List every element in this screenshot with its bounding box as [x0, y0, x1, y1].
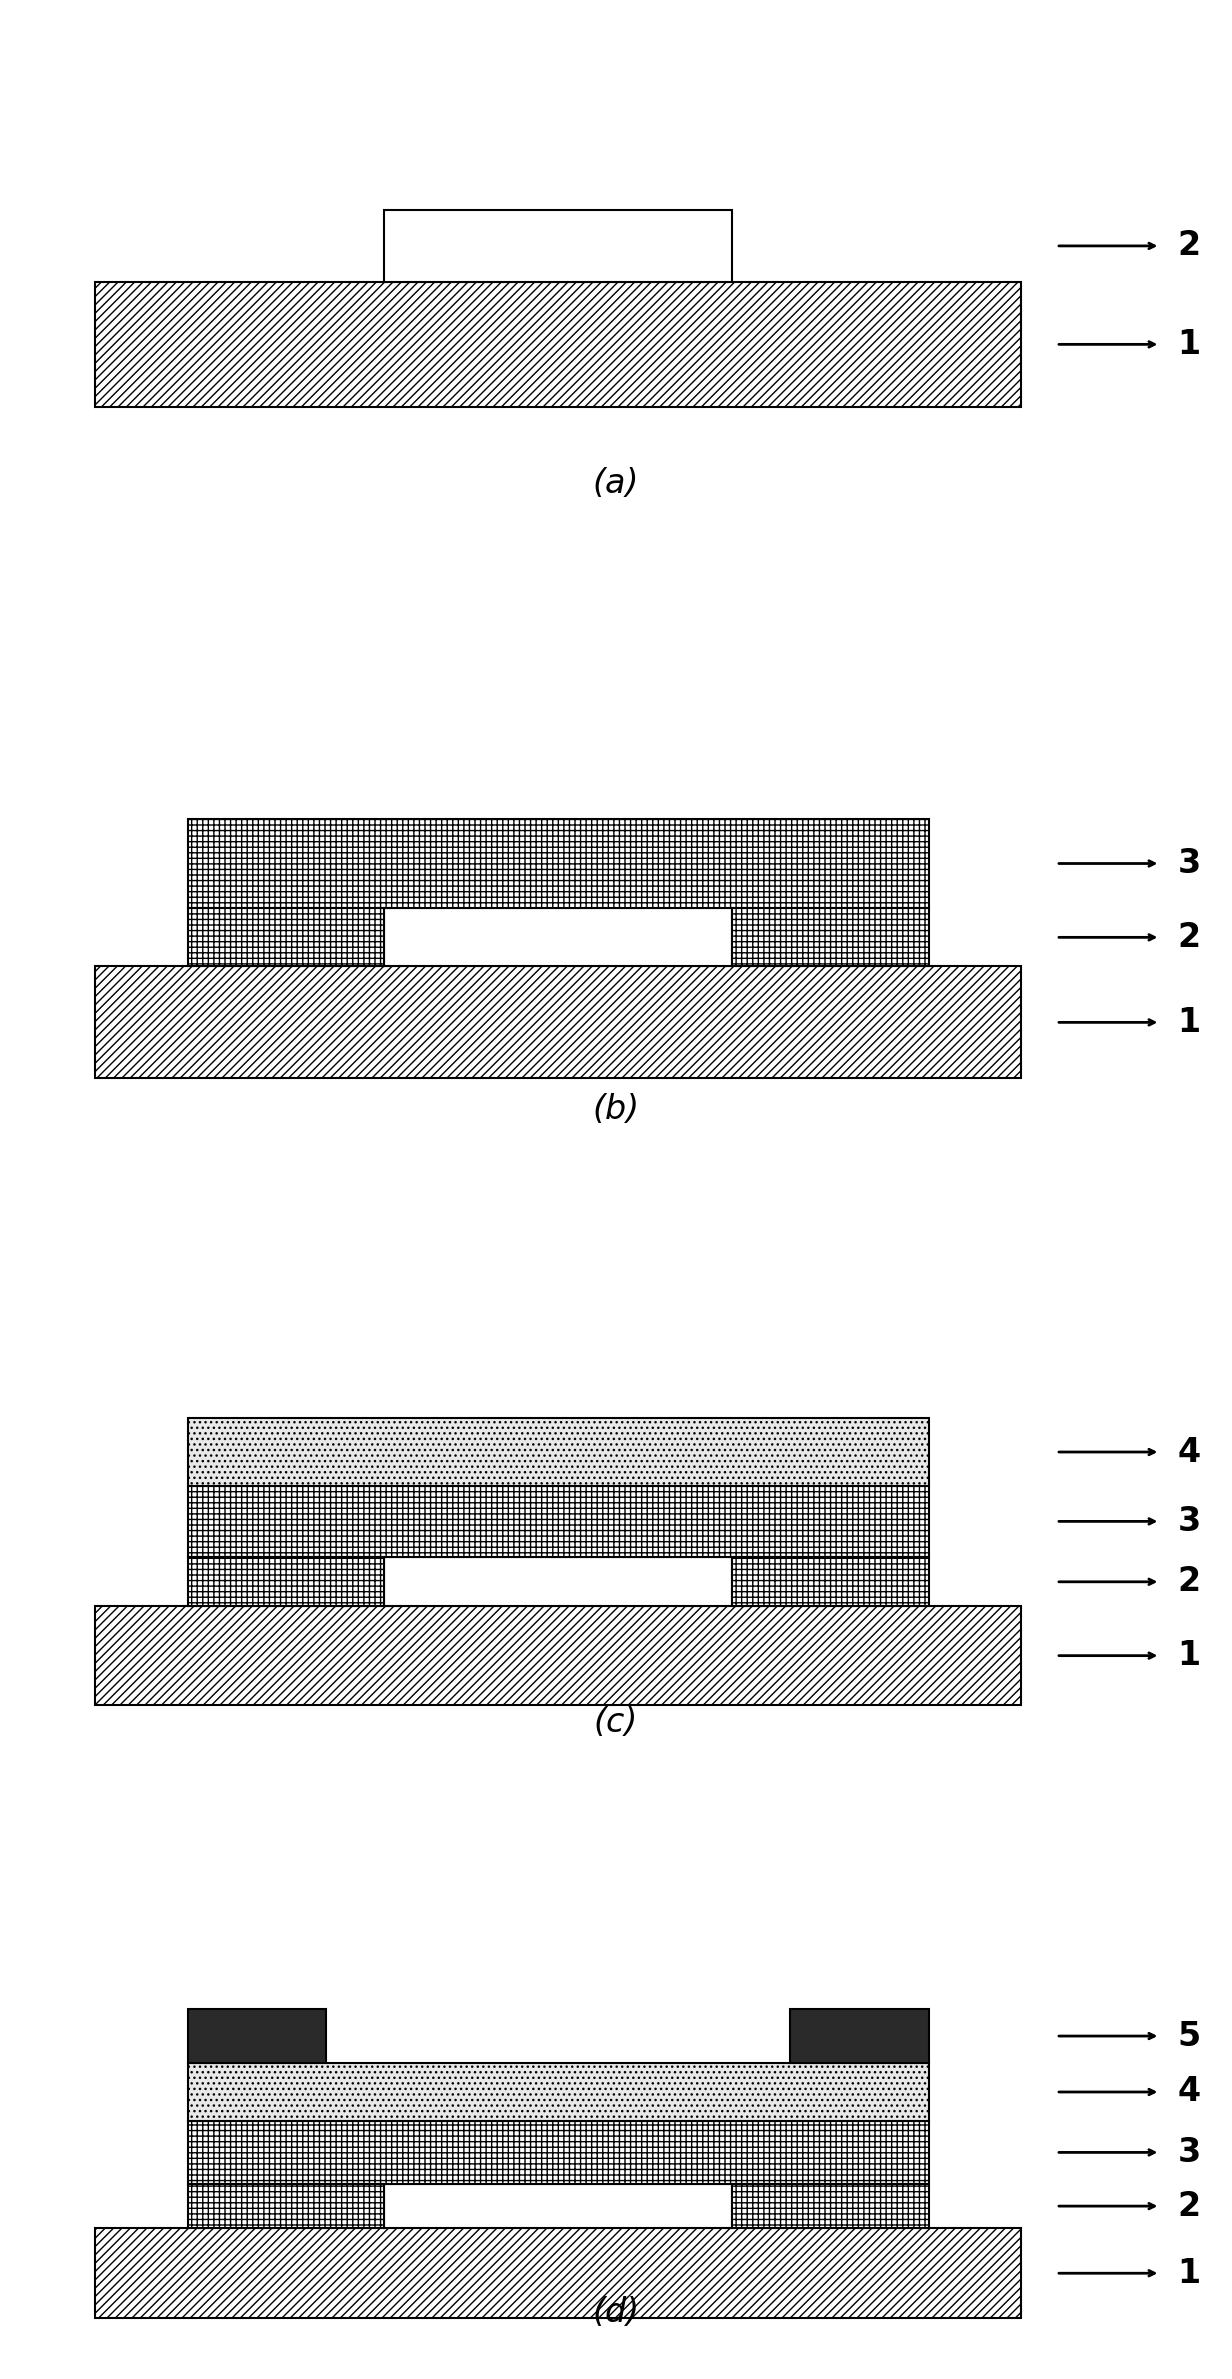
Bar [187, 1418, 929, 1484]
Text: 2: 2 [1178, 2189, 1201, 2222]
Text: 2: 2 [1178, 1565, 1201, 1599]
Bar [95, 2229, 1021, 2317]
Text: (b): (b) [593, 1092, 639, 1125]
Bar [187, 2010, 326, 2063]
Bar [384, 1558, 732, 1606]
Bar [187, 2063, 929, 2122]
Bar [95, 1606, 1021, 1706]
Bar [95, 281, 1021, 407]
Bar [384, 2184, 732, 2229]
Text: 4: 4 [1178, 2074, 1201, 2108]
Text: 2: 2 [1178, 228, 1201, 262]
Bar [187, 2184, 384, 2229]
Bar [384, 909, 732, 966]
Bar [790, 2010, 929, 2063]
Text: (c): (c) [594, 1706, 638, 1739]
Bar [95, 966, 1021, 1078]
Text: 1: 1 [1178, 1006, 1201, 1040]
Text: (a): (a) [593, 466, 639, 500]
Text: 1: 1 [1178, 328, 1201, 362]
Text: (d): (d) [593, 2296, 639, 2329]
Text: 3: 3 [1178, 1506, 1201, 1537]
Bar [732, 2184, 929, 2229]
Bar [187, 1484, 929, 1558]
Bar [187, 818, 929, 909]
Bar [732, 909, 929, 966]
Bar [187, 1558, 384, 1606]
Text: 5: 5 [1178, 2020, 1201, 2053]
Text: 3: 3 [1178, 2136, 1201, 2170]
Text: 4: 4 [1178, 1435, 1201, 1468]
Text: 1: 1 [1178, 2258, 1201, 2289]
Bar [732, 1558, 929, 1606]
Bar [187, 2122, 929, 2184]
Text: 2: 2 [1178, 921, 1201, 954]
Bar [384, 209, 732, 281]
Bar [187, 909, 384, 966]
Text: 1: 1 [1178, 1639, 1201, 1672]
Text: 3: 3 [1178, 847, 1201, 880]
